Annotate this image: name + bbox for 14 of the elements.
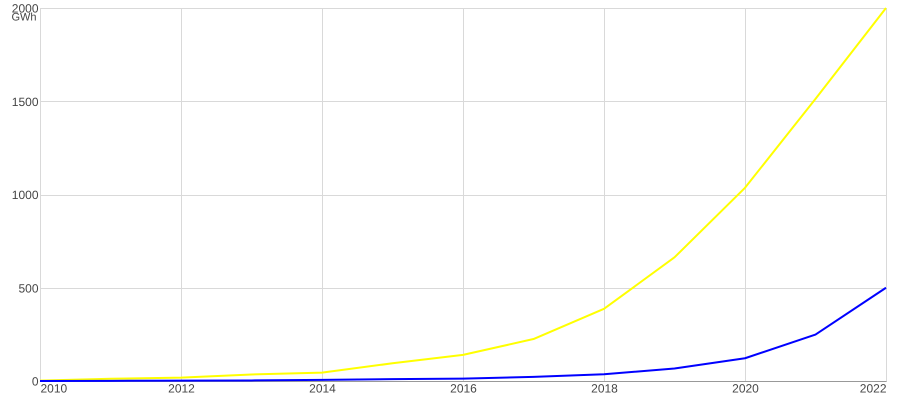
y-tick-label: 1000 — [12, 188, 39, 202]
x-tick-label: 2012 — [168, 382, 196, 396]
x-tick-label: 2018 — [591, 382, 618, 396]
y-tick-label: 500 — [18, 281, 39, 296]
x-tick-label: 2010 — [40, 382, 68, 396]
y-tick-label: 1500 — [12, 94, 39, 109]
line-series — [39, 7, 887, 382]
x-tick-label: 2022 — [860, 382, 887, 396]
y-tick-label: 0 — [32, 374, 39, 388]
x-tick-label: 2014 — [309, 382, 336, 396]
y-axis-title: GWh — [11, 12, 36, 24]
line-series — [39, 286, 887, 382]
x-tick-label: 2020 — [732, 382, 760, 396]
x-tick-label: 2016 — [450, 382, 478, 396]
